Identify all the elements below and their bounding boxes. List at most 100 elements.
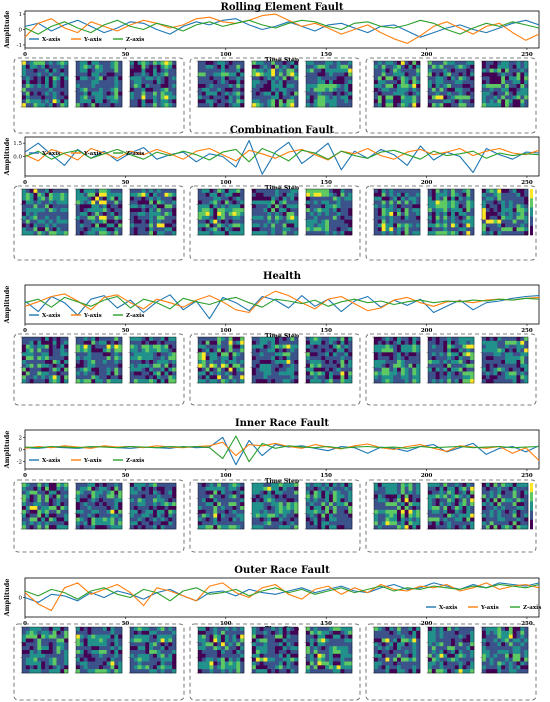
legend-label: X-axis: [42, 37, 60, 43]
chart-title: Health: [263, 271, 302, 282]
x-tick-label: 150: [320, 473, 332, 479]
y-axis-label: Amplitude: [3, 11, 11, 50]
chart-title: Rolling Element Fault: [221, 2, 344, 13]
recurrence-heatmap: [128, 336, 177, 384]
recurrence-heatmap: [372, 626, 421, 674]
chart-title: Combination Fault: [230, 125, 335, 136]
series-line-z-axis: [24, 435, 540, 463]
x-tick-label: 50: [122, 328, 130, 334]
recurrence-heatmap: [304, 626, 353, 674]
legend-label: Y-axis: [83, 151, 102, 157]
legend: X-axis Y-axis Z-axis: [29, 458, 144, 464]
y-tick-label: 0: [19, 28, 23, 34]
recurrence-heatmap: [304, 60, 353, 108]
axes-frame: [24, 577, 540, 618]
x-tick-label: 150: [320, 621, 332, 627]
recurrence-heatmap: [74, 482, 123, 530]
y-axis-label: Amplitude: [3, 138, 11, 177]
x-tick-label: 0: [23, 180, 27, 186]
legend-label: X-axis: [42, 458, 60, 464]
recurrence-heatmap: [480, 336, 529, 384]
panel-1: Combination Fault Amplitude 1.5 0.0 0 50 100 15…: [3, 125, 540, 261]
recurrence-heatmap: [304, 482, 353, 530]
y-tick-label: -1: [17, 43, 22, 49]
x-tick-label: 200: [421, 473, 433, 479]
heatmap-group: [13, 479, 185, 553]
recurrence-heatmap: [480, 482, 529, 530]
series-line-x-axis: [24, 436, 540, 466]
recurrence-heatmap: [250, 482, 299, 530]
legend-label: X-axis: [42, 151, 60, 157]
x-axis-label: Time Step: [265, 333, 299, 340]
x-axis-label: Time Step: [265, 478, 299, 485]
recurrence-heatmap: [196, 188, 245, 236]
recurrence-heatmap: [196, 482, 245, 530]
recurrence-heatmap: [304, 336, 353, 384]
x-tick-label: 200: [421, 328, 433, 334]
legend-label: Z-axis: [126, 458, 144, 464]
x-tick-label: 250: [521, 473, 533, 479]
y-tick-label: 1: [19, 12, 23, 18]
legend-label: Z-axis: [523, 605, 541, 611]
legend-label: Y-axis: [83, 458, 102, 464]
y-axis-label: Amplitude: [3, 286, 11, 325]
recurrence-heatmap: [250, 60, 299, 108]
recurrence-heatmap: [372, 336, 421, 384]
x-axis-label: Time Step: [265, 57, 299, 64]
series-line-y-axis: [24, 582, 540, 612]
y-tick-label: 0: [19, 448, 23, 454]
recurrence-heatmap: [196, 626, 245, 674]
recurrence-heatmap: [304, 188, 353, 236]
chart-title: Inner Race Fault: [235, 418, 329, 429]
heatmap-group: [13, 185, 185, 261]
recurrence-heatmap: [426, 482, 475, 530]
series-line-x-axis: [24, 582, 540, 603]
recurrence-heatmap: [128, 60, 177, 108]
recurrence-heatmap: [128, 626, 177, 674]
x-tick-label: 150: [320, 328, 332, 334]
recurrence-heatmap: [250, 188, 299, 236]
legend-label: Y-axis: [83, 37, 102, 43]
recurrence-heatmap: [20, 336, 69, 384]
x-tick-label: 200: [421, 52, 433, 58]
recurrence-heatmap: [426, 60, 475, 108]
heatmap-group: [189, 623, 361, 701]
axes-frame: [24, 429, 540, 470]
x-tick-label: 50: [122, 52, 130, 58]
series-line-z-axis: [24, 583, 540, 602]
series-line-y-axis: [24, 13, 540, 44]
legend: X-axis Y-axis Z-axis: [29, 313, 144, 319]
panel-3: Inner Race Fault Amplitude 2 0 -2 0 50 100 150 20…: [3, 418, 540, 553]
x-tick-label: 0: [23, 328, 27, 334]
legend: X-axis Y-axis Z-axis: [29, 37, 144, 43]
x-tick-label: 100: [220, 328, 232, 334]
heatmap-group: [189, 185, 361, 261]
recurrence-heatmap: [426, 626, 475, 674]
heatmap-group: [365, 333, 537, 406]
recurrence-heatmap: [74, 336, 123, 384]
legend-label: X-axis: [42, 313, 60, 319]
x-tick-label: 100: [220, 180, 232, 186]
x-tick-label: 150: [320, 180, 332, 186]
recurrence-heatmap: [20, 626, 69, 674]
heatmap-group: [189, 479, 361, 553]
colorbar: [530, 483, 533, 530]
y-tick-label: 0.0: [13, 155, 22, 161]
series-line-y-axis: [24, 441, 540, 461]
heatmap-group: [189, 57, 361, 134]
x-tick-label: 100: [220, 473, 232, 479]
axes-frame: [24, 284, 540, 325]
y-axis-label: Amplitude: [3, 431, 11, 470]
recurrence-heatmap: [480, 188, 529, 236]
series-line-x-axis: [24, 18, 540, 38]
legend-label: Z-axis: [126, 313, 144, 319]
recurrence-heatmap: [196, 336, 245, 384]
recurrence-heatmap: [250, 336, 299, 384]
heatmap-group: [13, 333, 185, 406]
recurrence-heatmap: [372, 188, 421, 236]
x-tick-label: 0: [23, 473, 27, 479]
legend: X-axis Y-axis Z-axis: [426, 605, 541, 611]
recurrence-heatmap: [480, 60, 529, 108]
